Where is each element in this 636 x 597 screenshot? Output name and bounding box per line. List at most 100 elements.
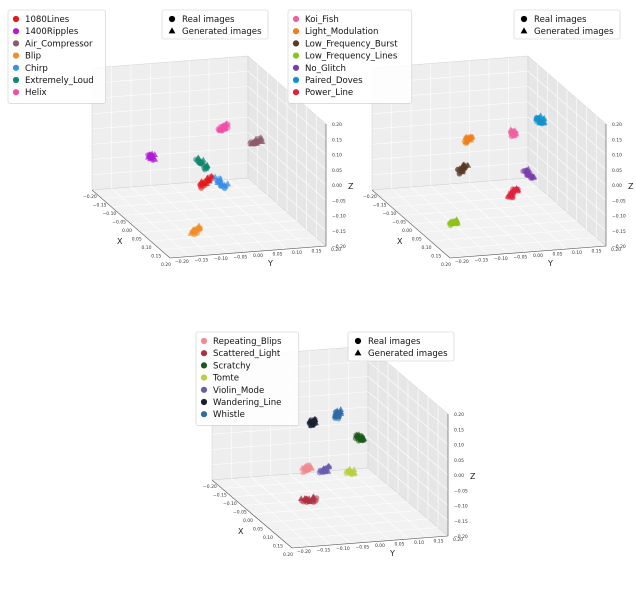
generated-image-point: [203, 162, 211, 169]
cluster-blip: [187, 222, 204, 238]
x-tick-label: 0.10: [263, 535, 273, 541]
triangle-marker-icon: [520, 27, 528, 34]
cluster-air-compressor: [247, 134, 266, 147]
grid-line: [261, 510, 419, 523]
legend-marker-air-compressor: [12, 40, 20, 47]
generated-image-point: [311, 416, 319, 423]
x-tick-label: −0.10: [223, 501, 237, 507]
cluster-violin-mode: [316, 462, 333, 476]
x-tick-label: −0.10: [103, 211, 117, 217]
grid-line: [247, 71, 327, 140]
marker-legend-label: Generated images: [368, 349, 448, 359]
grid-line: [309, 472, 390, 541]
class-legend: Repeating_Blips Scattered_Light Scratchy To…: [195, 331, 300, 426]
y-axis-label: Y: [547, 259, 553, 268]
generated-image-point: [251, 138, 259, 144]
y-tick-label: −0.05: [234, 255, 248, 261]
grid-line: [367, 406, 449, 476]
grid-line: [160, 237, 317, 250]
cluster-wandering-line: [306, 416, 319, 429]
y-tick-label: −0.20: [297, 549, 311, 555]
generated-image-point: [347, 468, 354, 475]
legend-marker-scratchy: [200, 362, 208, 369]
cluster-whistle: [331, 406, 345, 422]
marker-legend: Real images Generated images: [161, 9, 269, 40]
grid-line: [150, 228, 307, 242]
x-axis-line: [91, 189, 171, 259]
z-tick-label: 0.20: [454, 412, 464, 418]
legend-label-chirp: Chirp: [25, 64, 48, 74]
cluster-low-frequency-burst: [455, 161, 472, 177]
generated-image-point: [199, 159, 206, 165]
z-tick-label: 0.20: [332, 122, 342, 128]
y-tick-label: 0.15: [312, 249, 322, 255]
z-axis-label: Z: [628, 182, 634, 191]
grid-line: [527, 116, 607, 186]
cluster-helix: [215, 120, 231, 134]
y-tick-label: 0.10: [572, 250, 582, 256]
legend-label-wandering-line: Wandering_Line: [213, 398, 281, 408]
grid-line: [208, 180, 288, 250]
generated-image-point: [324, 462, 332, 469]
legend-label-air-compressor: Air_Compressor: [25, 39, 93, 49]
generated-image-point: [354, 433, 362, 440]
y-tick-label: 0.20: [611, 247, 621, 253]
z-tick-label: 0.05: [332, 168, 342, 174]
legend-marker-chirp: [12, 64, 20, 71]
z-tick-label: −0.15: [454, 519, 468, 525]
grid-line: [440, 237, 597, 250]
grid-line: [91, 70, 249, 84]
legend-label-low-frequency-lines: Low_Frequency_Lines: [305, 52, 398, 62]
y-axis-line: [291, 535, 449, 549]
generated-image-point: [537, 112, 544, 119]
marker-legend-label: Generated images: [182, 27, 262, 37]
generated-image-point: [538, 116, 545, 122]
x-tick-label: −0.15: [213, 493, 227, 499]
generated-image-point: [337, 406, 344, 412]
z-tick-label: 0.10: [332, 153, 342, 159]
x-tick-label: −0.05: [392, 220, 406, 226]
z-tick-label: −0.10: [454, 504, 468, 510]
circle-marker-icon: [354, 337, 362, 345]
legend-label-1080lines: 1080Lines: [25, 15, 70, 25]
y-tick-label: −0.15: [195, 258, 209, 264]
generated-image-point: [507, 127, 515, 134]
generated-image-point: [526, 172, 534, 178]
legend-marker-repeating-blips: [200, 337, 208, 345]
cluster-scattered-light: [297, 493, 320, 506]
cluster-1400ripples: [145, 150, 159, 163]
generated-image-point: [258, 138, 266, 144]
generated-image-point: [223, 120, 230, 126]
z-axis-label: Z: [348, 182, 354, 191]
z-tick-label: 0.00: [612, 183, 622, 189]
legend-marker-whistle: [200, 411, 208, 418]
chart-panel-3: −0.20−0.15−0.10−0.050.000.050.100.150.20…: [195, 331, 476, 558]
chart-panel-2: −0.20−0.15−0.10−0.050.000.050.100.150.20…: [287, 9, 634, 268]
triangle-marker-icon: [168, 27, 176, 34]
z-tick-label: 0.05: [612, 168, 622, 174]
x-tick-label: 0.00: [122, 228, 132, 234]
x-axis-label: X: [397, 237, 403, 246]
cluster-paired-doves: [532, 112, 548, 127]
grid-line: [169, 183, 249, 253]
z-tick-label: 0.15: [454, 427, 464, 433]
y-tick-label: −0.15: [317, 548, 331, 554]
grid-line: [430, 228, 587, 242]
generated-image-point: [530, 173, 538, 180]
generated-image-point: [191, 227, 199, 234]
grid-line: [527, 71, 607, 140]
grid-line: [271, 518, 429, 532]
grid-line: [371, 116, 529, 130]
grid-line: [488, 180, 568, 250]
z-tick-label: −0.15: [612, 229, 626, 235]
legend-label-tomte: Tomte: [212, 374, 239, 384]
grid-line: [140, 220, 297, 233]
triangle-marker-icon: [354, 349, 362, 356]
generated-image-point: [148, 152, 156, 159]
legend-marker-violin-mode: [200, 386, 208, 393]
x-tick-label: 0.15: [273, 544, 283, 550]
grid-line: [508, 179, 587, 248]
class-legend-frame: [287, 9, 413, 104]
grid-line: [91, 86, 249, 99]
